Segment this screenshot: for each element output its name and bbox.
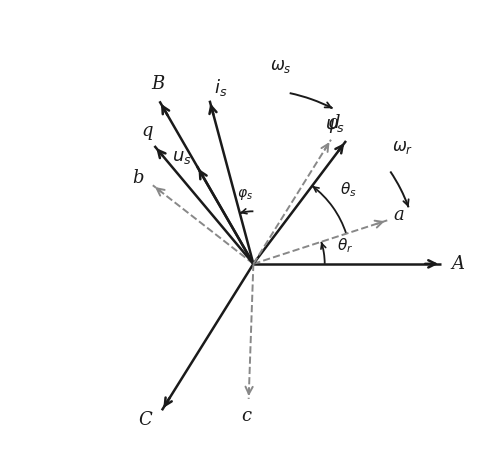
Text: $i_s$: $i_s$ <box>214 77 227 98</box>
Text: B: B <box>151 75 164 93</box>
Text: $\omega_s$: $\omega_s$ <box>270 58 292 75</box>
Text: $\omega_r$: $\omega_r$ <box>392 139 413 156</box>
Text: A: A <box>451 255 465 273</box>
Text: C: C <box>138 411 152 429</box>
Text: q: q <box>141 122 153 140</box>
Text: c: c <box>242 407 252 425</box>
Text: $\psi_s$: $\psi_s$ <box>325 117 345 135</box>
Text: d: d <box>329 114 341 132</box>
Text: $\theta_s$: $\theta_s$ <box>340 181 356 199</box>
Text: $\theta_r$: $\theta_r$ <box>337 237 354 255</box>
Text: $\varphi_s$: $\varphi_s$ <box>237 188 253 202</box>
Text: b: b <box>132 169 143 187</box>
Text: $u_s$: $u_s$ <box>172 148 192 166</box>
Text: a: a <box>393 206 404 224</box>
